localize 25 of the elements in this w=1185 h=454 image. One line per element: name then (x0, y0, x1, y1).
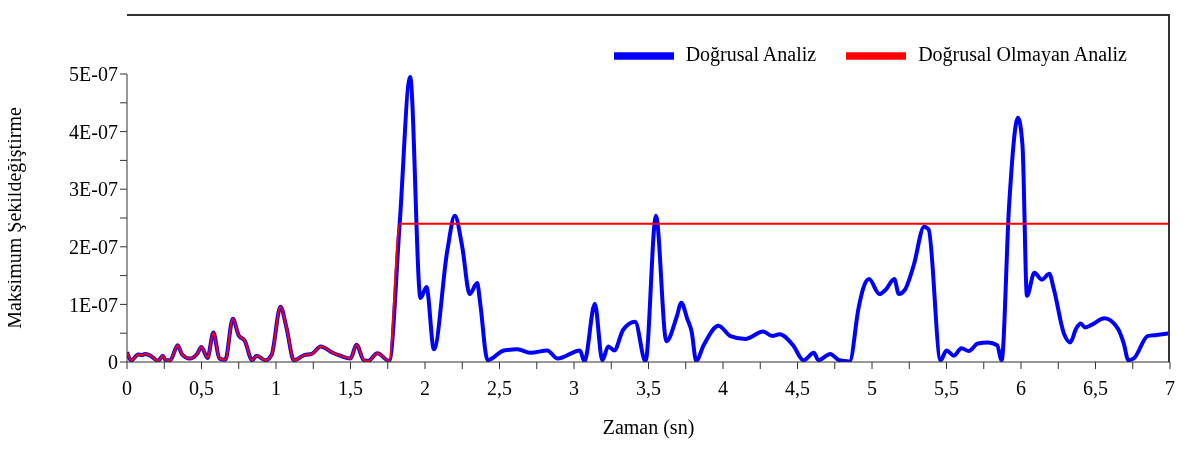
x-tick-label: 2,5 (487, 377, 512, 400)
x-tick-label: 3,5 (636, 377, 661, 400)
y-axis-title: Maksimum Şekildeğiştirme (3, 107, 27, 329)
y-tick-label: 5E-07 (69, 63, 118, 86)
x-tick-label: 6 (1016, 377, 1026, 400)
y-tick-label: 1E-07 (69, 293, 118, 316)
x-tick-label: 7 (1165, 377, 1175, 400)
x-tick-label: 4 (718, 377, 728, 400)
legend-label: Doğrusal Olmayan Analiz (918, 42, 1127, 65)
x-tick-label: 4,5 (785, 377, 810, 400)
legend-label: Doğrusal Analiz (685, 42, 817, 65)
x-tick-label: 2 (420, 377, 430, 400)
x-tick-label: 5 (867, 377, 877, 400)
x-tick-label: 1 (271, 377, 281, 400)
x-tick-label: 5,5 (934, 377, 959, 400)
x-tick-label: 0 (122, 377, 132, 400)
x-axis-title: Zaman (sn) (602, 416, 695, 439)
y-tick-label: 3E-07 (69, 178, 118, 201)
y-tick-label: 2E-07 (69, 235, 118, 258)
x-tick-label: 0,5 (189, 377, 214, 400)
y-tick-label: 4E-07 (69, 120, 118, 143)
x-tick-label: 3 (569, 377, 579, 400)
x-tick-label: 6,5 (1083, 377, 1108, 400)
y-tick-label: 0 (108, 351, 118, 374)
x-tick-label: 1,5 (338, 377, 363, 400)
